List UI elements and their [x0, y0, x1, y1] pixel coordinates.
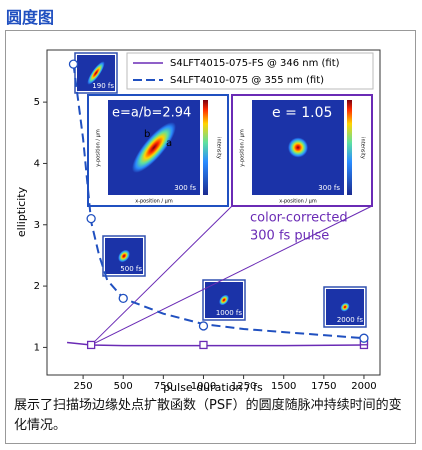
axis-mark: a: [166, 138, 172, 149]
y-tick-label: 4: [34, 158, 40, 169]
inset: 500 fs: [102, 235, 146, 277]
annotation: color-corrected: [250, 211, 348, 226]
y-axis-label: ellipticity: [15, 186, 28, 237]
marker: [86, 340, 96, 350]
inset-y-label: y-position / μm: [240, 129, 246, 167]
y-tick-label: 1: [34, 342, 40, 353]
marker: [199, 340, 208, 350]
page-title: 圆度图: [6, 8, 55, 27]
colorbar: [203, 100, 208, 195]
inset-label: 300 fs: [318, 184, 340, 192]
connector: [90, 205, 373, 346]
inset-title: e = 1.05: [272, 105, 332, 121]
marker: [359, 333, 369, 343]
inset-y-label: y-position / μm: [96, 129, 102, 167]
x-tick-label: 1750: [311, 381, 336, 392]
x-tick-label: 750: [154, 381, 173, 392]
caption: 展示了扫描场边缘处点扩散函数（PSF）的圆度随脉冲持续时间的变化情况。: [14, 398, 402, 433]
legend-label: S4LFT4010-075 @ 355 nm (fit): [170, 75, 324, 86]
heat-spot: [132, 122, 176, 173]
inset-x-label: x-position / μm: [135, 199, 173, 205]
marker: [198, 321, 209, 331]
inset-label: 1000 fs: [216, 309, 243, 317]
y-tick-label: 5: [34, 97, 40, 108]
chart: pulse duration / fs ellipticity 250 500 75…: [15, 49, 381, 394]
inset-x-label: x-position / μm: [279, 199, 317, 205]
inset-label: 300 fs: [174, 184, 196, 192]
x-tick-label: 1250: [231, 381, 256, 392]
legend-frame: [126, 52, 374, 90]
plot-frame: [46, 49, 381, 376]
x-tick-label: 2000: [351, 381, 376, 392]
heat-spot: [87, 61, 105, 85]
heat-spot: [118, 249, 130, 263]
inset-title: e=a/b=2.94: [112, 106, 191, 121]
axis-mark: b: [144, 129, 150, 140]
marker: [86, 213, 96, 224]
colorbar: [347, 100, 352, 195]
x-axis-label: pulse duration / fs: [163, 381, 263, 394]
x-tick-label: 1000: [191, 381, 216, 392]
fit-line: [66, 341, 364, 347]
heat-spot: [219, 294, 229, 306]
y-tick-label: 2: [34, 281, 40, 292]
marker: [118, 293, 128, 303]
inset-label: 500 fs: [120, 265, 142, 273]
inset: e=a/b=2.94 300 fs x-position / μm y-positio…: [87, 94, 229, 207]
heat-spot: [288, 137, 308, 158]
inset-label: 2000 fs: [337, 316, 364, 324]
figure-frame: [5, 30, 416, 444]
connector: [90, 205, 233, 346]
y-tick-label: 3: [34, 220, 40, 231]
heat-spot: [340, 302, 350, 312]
inset: e = 1.05 300 fs x-position / μm y-position …: [231, 94, 373, 207]
x-tick-label: 250: [74, 381, 93, 392]
annotation: 300 fs pulse: [250, 229, 329, 244]
inset-label: 190 fs: [92, 82, 114, 90]
colorbar-label: intensity: [360, 137, 366, 159]
inset: 2000 fs: [323, 286, 367, 328]
inset: 190 fs: [74, 52, 118, 94]
x-tick-label: 500: [114, 381, 133, 392]
marker: [68, 59, 79, 69]
x-tick-label: 1500: [271, 381, 296, 392]
legend-label: S4LFT4015-075-FS @ 346 nm (fit): [170, 58, 340, 69]
colorbar-label: intensity: [216, 137, 222, 159]
